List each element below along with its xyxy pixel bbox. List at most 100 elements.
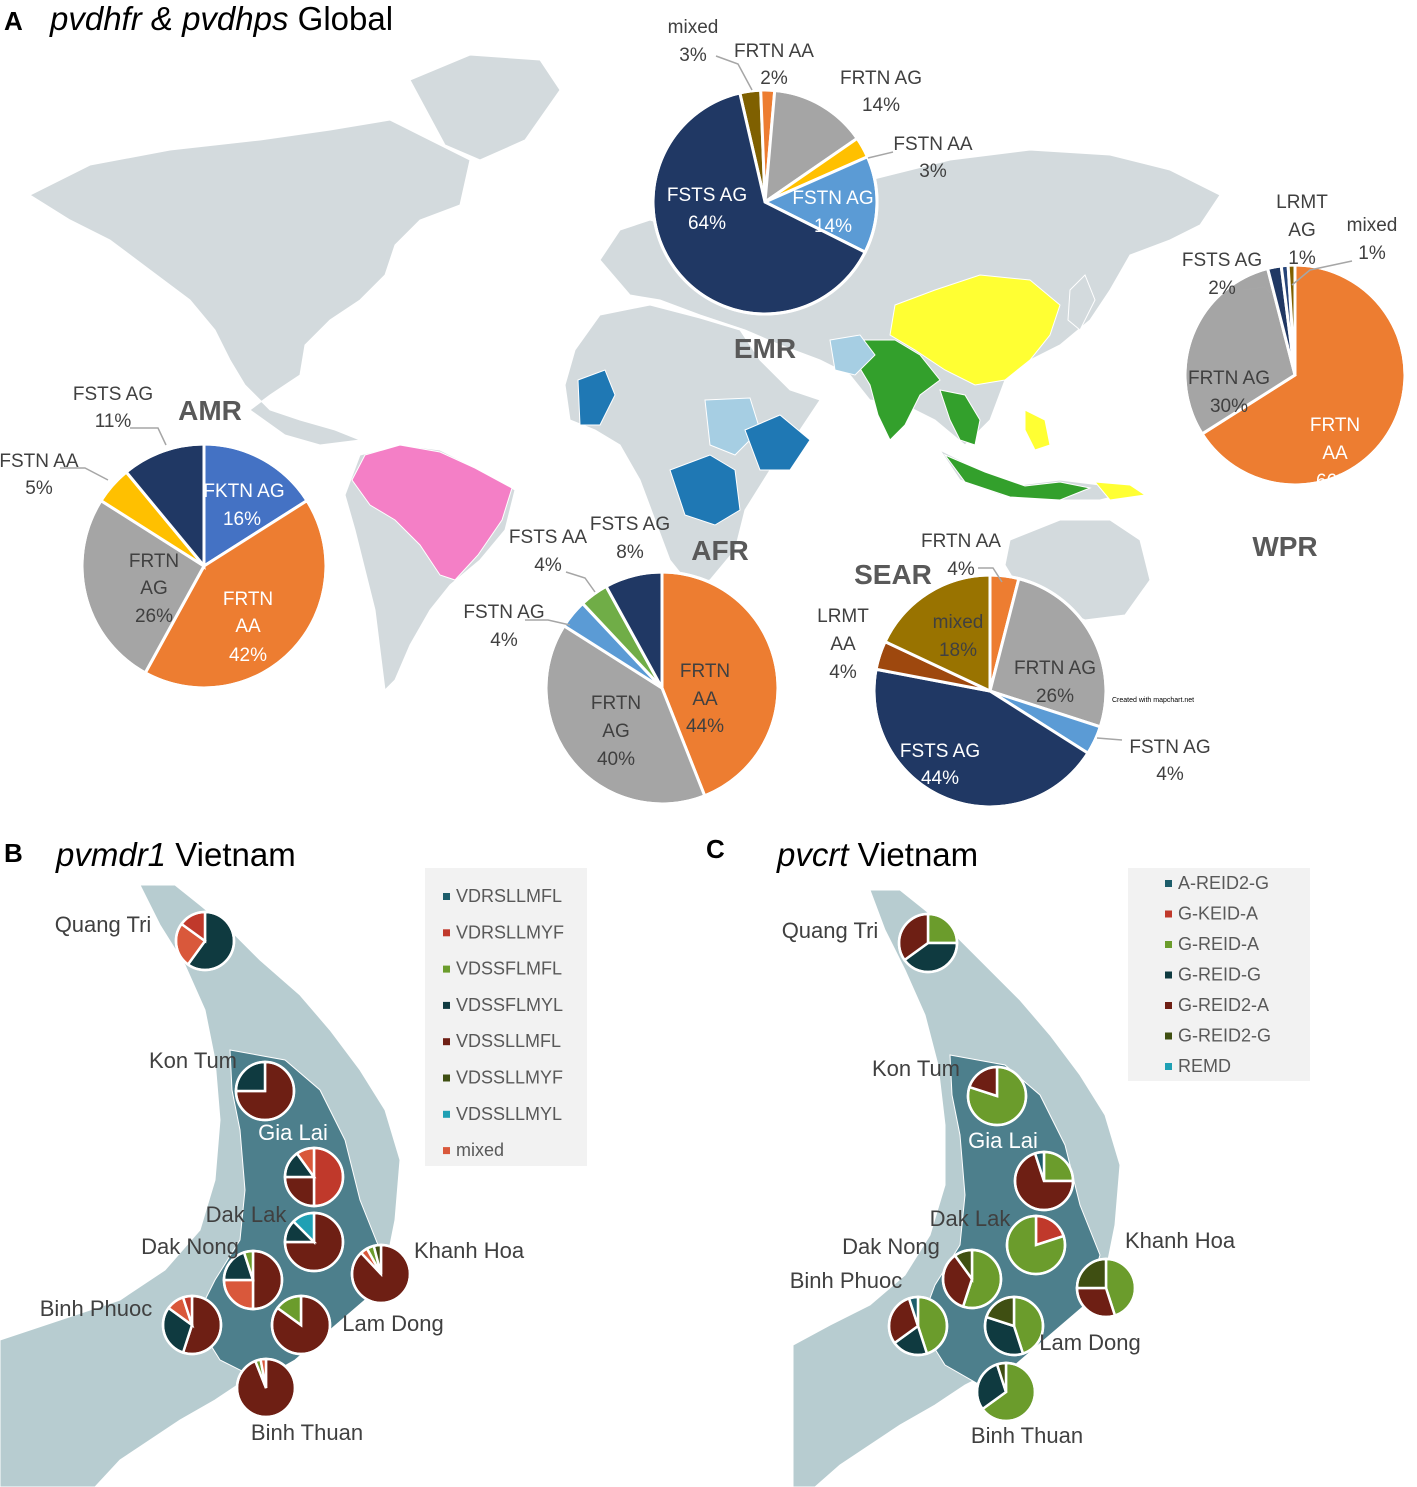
b-lam-dong-outline (270, 1294, 332, 1356)
b-khanh-hoa-outline (350, 1243, 412, 1305)
b-label-gia-lai: Gia Lai (258, 1120, 328, 1145)
panel-b-title-italic: pvmdr1 (55, 836, 166, 873)
c-khanh-hoa-pie (1075, 1257, 1137, 1319)
emr-frtn-ag-label: FRTN AG (840, 68, 922, 89)
legend-b-label-vdssllmyf: VDSSLLMYF (456, 1068, 563, 1088)
legend-b-label-mixed: mixed (456, 1140, 504, 1160)
c-lam-dong-pie (983, 1295, 1045, 1357)
amr-fktn-ag-label: FKTN AG (203, 481, 284, 502)
legend-c-label-g-keid-a: G-KEID-A (1178, 904, 1258, 924)
ethiopia-region (744, 414, 811, 471)
c-kon-tum-outline (966, 1065, 1028, 1127)
panel-c-title-italic: pvcrt (776, 836, 850, 873)
wpr-mixed-leader (1291, 260, 1353, 286)
amr-frtn-ag-label-1: FRTN (129, 551, 179, 572)
b-binh-thuan-outline (235, 1357, 297, 1419)
c-label-binh-thuan: Binh Thuan (971, 1423, 1083, 1448)
legend-b-box (425, 868, 587, 1166)
sear-fsts-ag-pct: 44% (921, 768, 959, 789)
c-label-quang-tri: Quang Tri (782, 918, 879, 943)
emr-frtn-ag-pct: 14% (862, 95, 900, 116)
legend-b-label-vdssllmyl: VDSSLLMYL (456, 1104, 562, 1124)
wpr-frtn-ag-label: FRTN AG (1188, 368, 1270, 389)
legend-b-swatch-vdssflmfl (443, 965, 450, 973)
b-label-khanh-hoa: Khanh Hoa (414, 1238, 525, 1263)
b-dak-nong-outline (222, 1249, 284, 1311)
emr-frtn-aa-label: FRTN AA (734, 41, 814, 62)
b-label-quang-tri: Quang Tri (55, 912, 152, 937)
sear-mixed-label: mixed (933, 612, 984, 633)
b-label-lam-dong: Lam Dong (342, 1311, 444, 1336)
wpr-lrmt-ag-label-1: LRMT (1276, 192, 1328, 213)
highlighted-countries (351, 274, 1147, 581)
seasia-region (939, 389, 981, 446)
emr-mixed-leader (715, 55, 753, 91)
wpr-frtn-ag-pct: 30% (1210, 396, 1248, 417)
wpr-lrmt-ag-label-2: AG (1288, 220, 1315, 241)
c-gia-lai-outline (1013, 1150, 1075, 1212)
c-label-dak-nong: Dak Nong (842, 1234, 940, 1259)
province-pies-b (161, 910, 412, 1419)
legend-c-swatch-g-keid-a (1165, 910, 1172, 918)
china-region (889, 274, 1061, 386)
legend-b-swatch-mixed (443, 1147, 450, 1155)
sear-frtn-ag-pct: 26% (1036, 686, 1074, 707)
panel-a: A pvdhfr & pvdhps Global (0, 0, 1407, 809)
region-label-afr: AFR (691, 535, 749, 566)
brazil-region (351, 444, 513, 581)
wpr-mixed-pct: 1% (1358, 243, 1386, 264)
legend-b-swatch-vdssllmfl (443, 1038, 450, 1046)
c-binh-phuoc-outline (887, 1295, 949, 1357)
afr-frtn-ag-label-2: AG (602, 721, 629, 742)
panel-c-title-plain: Vietnam (849, 836, 979, 873)
legend-c-label-remd: REMD (1178, 1056, 1231, 1076)
pie-wpr-pie (1183, 263, 1407, 487)
amr-fstn-aa-label: FSTN AA (0, 451, 79, 472)
b-binh-phuoc-outline (161, 1294, 223, 1356)
sear-frtn-aa-label: FRTN AA (921, 531, 1001, 552)
wpr-fsts-ag-label: FSTS AG (1182, 250, 1262, 271)
sear-fsts-ag-label: FSTS AG (900, 741, 980, 762)
legend-b-label-vdssflmyl: VDSSFLMYL (456, 995, 563, 1015)
legend-b-swatch-vdssflmyl (443, 1001, 450, 1009)
b-dak-lak-pie (283, 1211, 345, 1273)
amr-fktn-ag-pct: 16% (223, 509, 261, 530)
afr-fsts-ag-label: FSTS AG (590, 514, 670, 535)
legend-b-label-vdssflmfl: VDSSFLMFL (456, 959, 562, 979)
amr-frtn-ag-pct: 26% (135, 606, 173, 627)
sudan-region (704, 397, 761, 456)
emr-fstn-ag-pct: 14% (814, 216, 852, 237)
panel-b: B pvmdr1 Vietnam VDRSLLMFL VDRSLLMYF VDSSF… (0, 836, 587, 1487)
c-binh-thuan-outline (975, 1361, 1037, 1423)
province-labels-c: Quang Tri Kon Tum Gia Lai Dak Lak Dak Nong Kh… (782, 918, 1236, 1448)
north-america (28, 119, 471, 446)
b-label-kon-tum: Kon Tum (149, 1048, 237, 1073)
afr-fstn-ag-label: FSTN AG (463, 602, 544, 623)
wpr-frtn-aa-label-1: FRTN (1310, 415, 1360, 436)
amr-frtn-aa-label-2: AA (235, 616, 261, 637)
panel-a-title-italic: pvdhfr & pvdhps (49, 0, 288, 37)
sear-fstn-ag-leader (1096, 737, 1123, 741)
wpr-frtn-aa-label-2: AA (1322, 443, 1348, 464)
amr-fsts-ag-label: FSTS AG (73, 384, 153, 405)
emr-fstn-aa-pct: 3% (919, 161, 947, 182)
afr-fstn-ag-leader (525, 619, 571, 626)
legend-c-swatch-g-reid-g (1165, 971, 1172, 979)
c-label-lam-dong: Lam Dong (1039, 1330, 1141, 1355)
region-label-emr: EMR (734, 333, 796, 364)
panel-a-letter: A (4, 6, 23, 36)
greenland (409, 54, 561, 161)
b-label-dak-nong: Dak Nong (141, 1234, 239, 1259)
emr-fstn-aa-label: FSTN AA (893, 134, 973, 155)
c-binh-thuan-pie (975, 1361, 1037, 1423)
legend-b-label-vdrsllmyf: VDRSLLMYF (456, 922, 564, 942)
sear-lrmt-aa-label-1: LRMT (817, 606, 869, 627)
c-dak-nong-pie (941, 1248, 1003, 1310)
wpr-mixed-label: mixed (1347, 215, 1398, 236)
regional-pie-charts (80, 88, 1407, 809)
c-label-kon-tum: Kon Tum (872, 1056, 960, 1081)
legend-b-swatch-vdssllmyl (443, 1110, 450, 1118)
afr-fstn-ag-pct: 4% (490, 630, 518, 651)
afr-fsts-aa-pct: 4% (534, 555, 562, 576)
